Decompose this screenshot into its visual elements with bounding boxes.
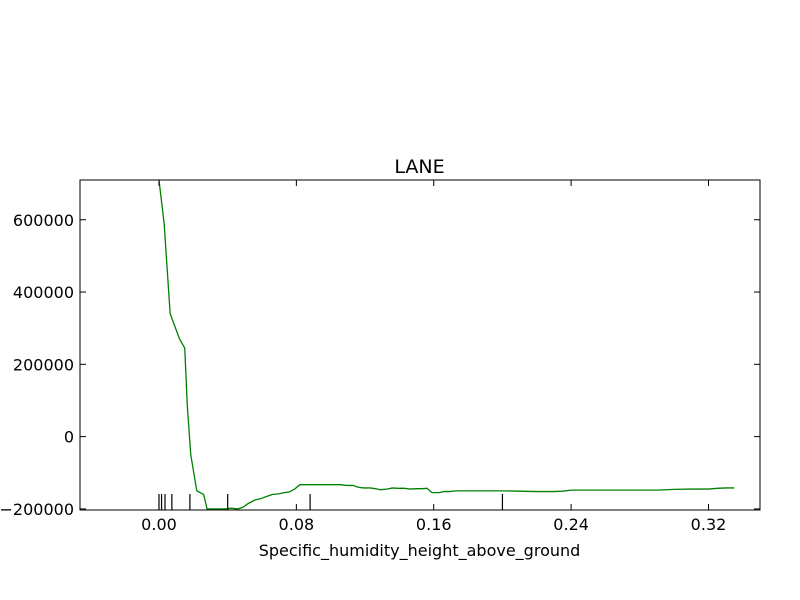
y-tick-label: 0: [64, 428, 74, 447]
y-tick-label: 200000: [13, 355, 74, 374]
y-tick-label: 400000: [13, 283, 74, 302]
y-tick-label: −200000: [0, 500, 74, 519]
x-tick-label: 0.08: [279, 515, 315, 534]
y-tick-label: 600000: [13, 211, 74, 230]
plot-frame: [79, 179, 761, 511]
x-tick-label: 0.32: [691, 515, 727, 534]
x-tick-label: 0.24: [553, 515, 589, 534]
x-axis-label: Specific_humidity_height_above_ground: [259, 541, 581, 561]
x-axis: 0.00 0.08 0.16 0.24 0.32: [141, 180, 726, 534]
y-axis: −200000 0 200000 400000 600000: [0, 211, 760, 519]
series-line: [158, 180, 735, 510]
x-tick-label: 0.16: [416, 515, 452, 534]
plot-area: [79, 179, 761, 511]
chart-title: LANE: [394, 156, 444, 178]
x-tick-label: 0.00: [141, 515, 177, 534]
